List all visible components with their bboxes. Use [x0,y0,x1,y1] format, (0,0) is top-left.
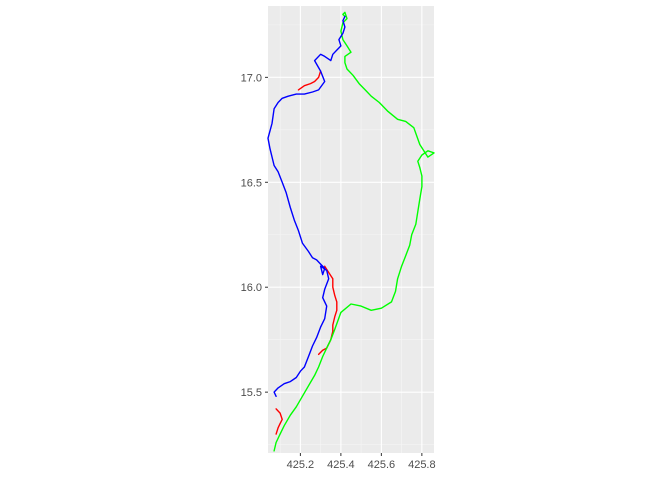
x-tick-label: 425.6 [368,459,396,471]
x-tick-label: 425.4 [327,459,355,471]
y-tick-label: 16.0 [241,282,262,294]
series-line-3 [275,408,283,435]
series-line-5 [267,15,346,397]
y-tick-label: 17.0 [241,72,262,84]
series-layer [267,11,435,452]
axes: 425.2 425.4 425.6 425.8 15.5 16.0 16.5 17.0 [241,72,436,471]
x-tick-label: 425.2 [287,459,315,471]
gridlines [268,6,434,453]
series-line-1 [297,70,322,91]
y-tick-label: 15.5 [241,387,262,399]
x-tick-label: 425.8 [408,459,436,471]
series-line-4 [273,11,435,452]
y-tick-label: 16.5 [241,177,262,189]
